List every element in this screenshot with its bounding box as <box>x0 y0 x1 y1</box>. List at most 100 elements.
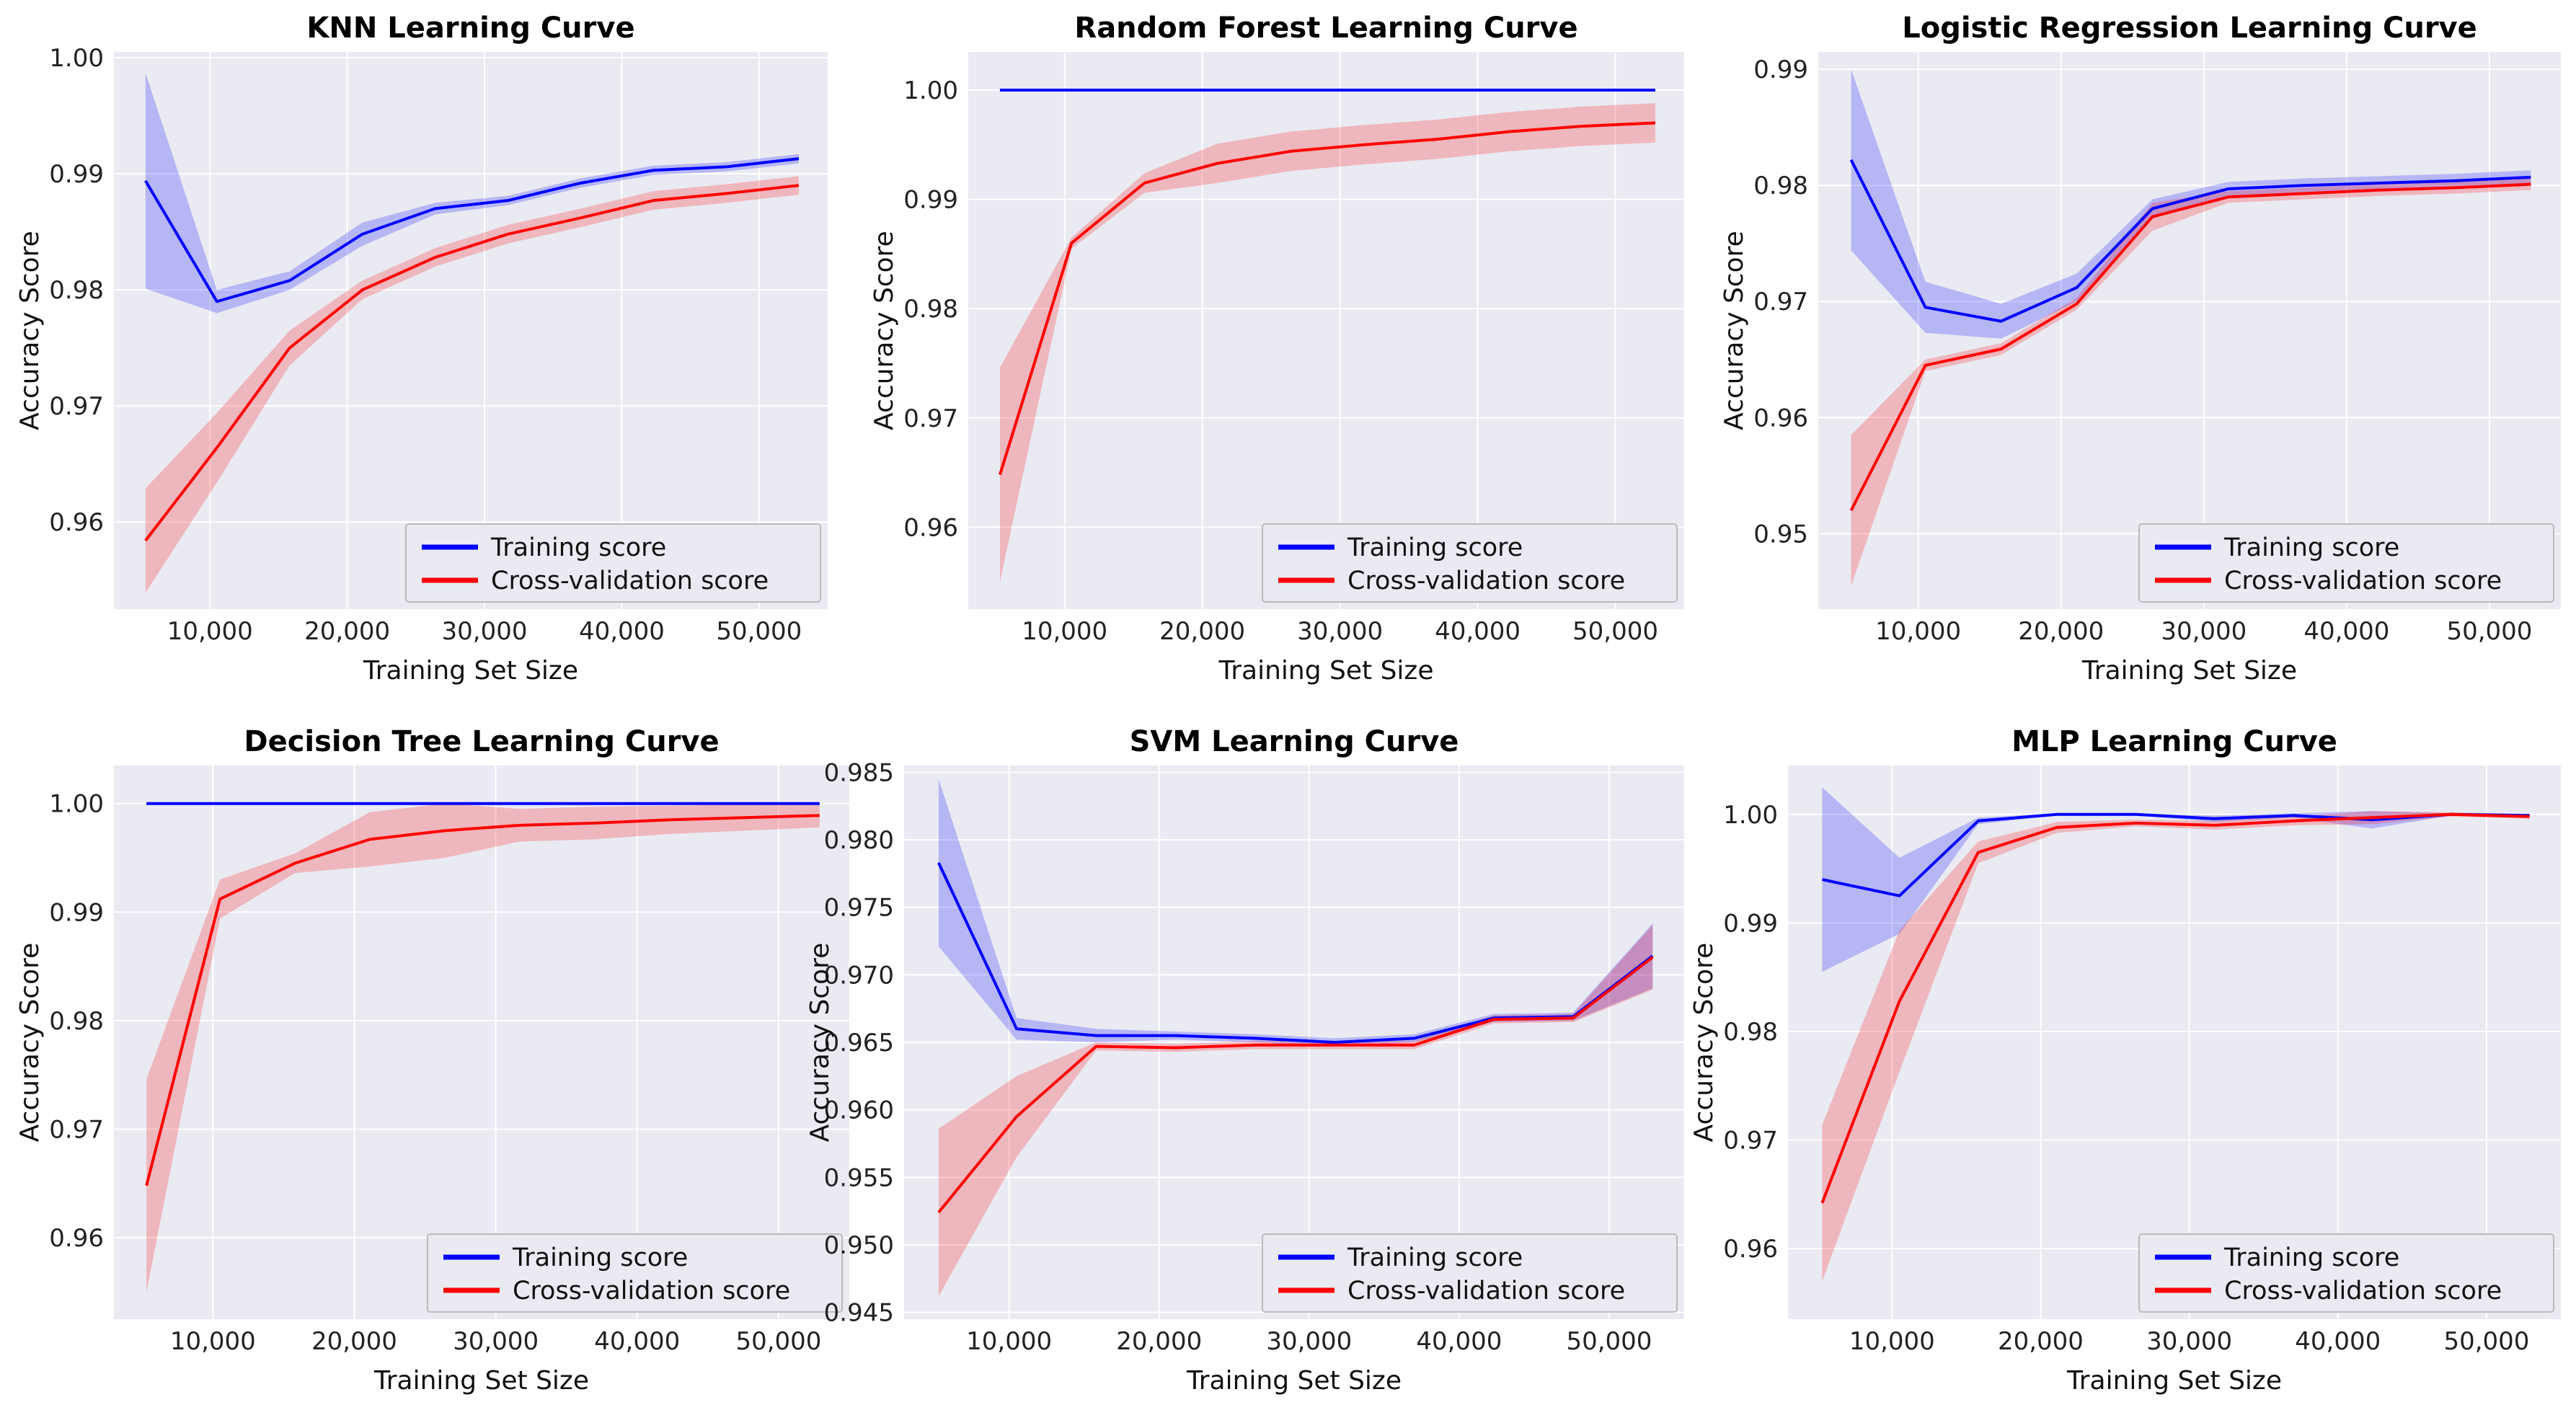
legend: Training score Cross-validation score <box>1262 1233 1678 1313</box>
line-cross-validation-score <box>1849 182 2531 512</box>
y-axis-label: Accuracy Score <box>1719 231 1749 430</box>
y-tick-label: 0.96 <box>1753 404 1808 433</box>
x-tick-label: 10,000 <box>170 1327 256 1356</box>
legend-label: Cross-validation score <box>2224 1277 2502 1305</box>
y-axis-label: Accuracy Score <box>805 943 835 1143</box>
x-tick-label: 10,000 <box>167 617 253 646</box>
x-tick-label: 30,000 <box>2161 617 2247 646</box>
y-tick-label: 0.99 <box>1723 909 1778 938</box>
y-tick-label: 0.965 <box>824 1029 894 1057</box>
line-training-score <box>1849 159 2531 323</box>
x-axis-label: Training Set Size <box>363 656 578 686</box>
chart-title: Random Forest Learning Curve <box>1074 12 1577 45</box>
y-tick-label: 0.98 <box>49 276 104 305</box>
y-tick-label: 0.955 <box>824 1163 894 1192</box>
y-axis-label: Accuracy Score <box>15 231 45 430</box>
y-tick-label: 1.00 <box>903 76 958 105</box>
x-tick-label: 20,000 <box>1159 617 1245 646</box>
legend-frame <box>1262 1233 1678 1313</box>
chart-title: MLP Learning Curve <box>2011 725 2337 758</box>
legend: Training score Cross-validation score <box>427 1233 843 1313</box>
legend-label: Cross-validation score <box>1347 567 1625 595</box>
y-tick-label: 0.970 <box>824 961 894 990</box>
x-tick-label: 10,000 <box>1849 1327 1935 1356</box>
x-tick-label: 50,000 <box>735 1327 821 1356</box>
x-tick-label: 40,000 <box>2303 617 2389 646</box>
x-tick-label: 20,000 <box>1116 1327 1202 1356</box>
plot-area <box>114 52 828 609</box>
x-tick-label: 30,000 <box>442 617 528 646</box>
chart-logistic-regression-learning-curve: 0.95 0.96 0.97 0.98 0.99 10,000 20,000 30,000 40… <box>1719 12 2561 686</box>
x-tick-label: 40,000 <box>579 617 665 646</box>
chart-title: Logistic Regression Learning Curve <box>1902 12 2477 45</box>
x-tick-label: 30,000 <box>1266 1327 1352 1356</box>
legend-frame <box>2138 523 2554 603</box>
x-tick-label: 50,000 <box>2443 1327 2529 1356</box>
x-tick-label: 30,000 <box>2146 1327 2232 1356</box>
chart-svm-learning-curve: 0.945 0.950 0.955 0.960 0.965 0.970 0.975 0.980… <box>805 725 1684 1396</box>
line-cross-validation-score <box>145 814 820 1187</box>
x-axis-label: Training Set Size <box>1218 656 1434 686</box>
line-training-score <box>144 157 800 303</box>
line-cross-validation-score <box>937 956 1654 1214</box>
plot-area <box>114 766 849 1319</box>
y-tick-label: 0.99 <box>903 186 958 215</box>
legend-frame <box>405 523 821 603</box>
y-axis-label: Accuracy Score <box>15 943 45 1143</box>
x-axis-label: Training Set Size <box>2066 1366 2282 1396</box>
y-tick-label: 0.99 <box>49 898 104 927</box>
legend-frame <box>427 1233 843 1313</box>
band-training-score <box>938 779 1653 1047</box>
y-tick-label: 0.99 <box>49 160 104 189</box>
y-tick-label: 1.00 <box>49 790 104 819</box>
y-axis-label: Accuracy Score <box>1689 943 1719 1143</box>
y-tick-label: 0.975 <box>824 894 894 923</box>
y-tick-label: 0.985 <box>824 758 894 787</box>
plot-area <box>968 52 1684 609</box>
x-axis-label: Training Set Size <box>2081 656 2297 686</box>
x-tick-label: 50,000 <box>2446 617 2532 646</box>
legend-label: Training score <box>1347 1243 1523 1272</box>
band-cross-validation-score <box>145 176 800 593</box>
legend-label: Cross-validation score <box>491 567 769 595</box>
y-tick-label: 0.98 <box>49 1007 104 1036</box>
y-tick-label: 0.97 <box>903 404 958 433</box>
y-tick-label: 0.96 <box>1723 1235 1778 1264</box>
x-axis-label: Training Set Size <box>1186 1366 1402 1396</box>
x-tick-label: 50,000 <box>1572 617 1658 646</box>
x-tick-label: 20,000 <box>1998 1327 2084 1356</box>
x-tick-label: 40,000 <box>1435 617 1521 646</box>
x-tick-label: 40,000 <box>1416 1327 1502 1356</box>
x-tick-label: 30,000 <box>1297 617 1383 646</box>
y-tick-label: 0.96 <box>903 513 958 542</box>
x-tick-label: 50,000 <box>716 617 802 646</box>
y-tick-label: 1.00 <box>1723 801 1778 830</box>
y-tick-label: 0.99 <box>1753 56 1808 84</box>
y-tick-label: 0.945 <box>824 1299 894 1328</box>
legend-label: Training score <box>1347 533 1523 562</box>
legend-label: Training score <box>2223 533 2399 562</box>
band-training-score <box>1851 69 2531 339</box>
chart-title: SVM Learning Curve <box>1130 725 1459 758</box>
y-tick-label: 0.980 <box>824 826 894 855</box>
y-tick-label: 0.98 <box>903 295 958 324</box>
y-tick-label: 0.97 <box>1753 288 1808 316</box>
line-cross-validation-score <box>999 121 1655 476</box>
x-tick-label: 40,000 <box>2295 1327 2381 1356</box>
legend: Training score Cross-validation score <box>2138 1233 2554 1313</box>
plot-area <box>1788 766 2561 1319</box>
x-tick-label: 10,000 <box>966 1327 1052 1356</box>
y-tick-label: 1.00 <box>49 44 104 73</box>
legend-label: Cross-validation score <box>2224 567 2502 595</box>
x-tick-label: 30,000 <box>453 1327 539 1356</box>
x-tick-label: 10,000 <box>1875 617 1961 646</box>
y-tick-label: 0.960 <box>824 1096 894 1125</box>
x-tick-label: 20,000 <box>2018 617 2104 646</box>
legend-label: Cross-validation score <box>1347 1277 1625 1305</box>
chart-mlp-learning-curve: 0.96 0.97 0.98 0.99 1.00 10,000 20,000 30,000 40… <box>1689 725 2561 1396</box>
chart-title: Decision Tree Learning Curve <box>244 725 719 758</box>
line-cross-validation-score <box>144 184 800 542</box>
y-tick-label: 0.96 <box>49 508 104 537</box>
legend-label: Training score <box>490 533 666 562</box>
y-tick-label: 0.97 <box>49 392 104 421</box>
